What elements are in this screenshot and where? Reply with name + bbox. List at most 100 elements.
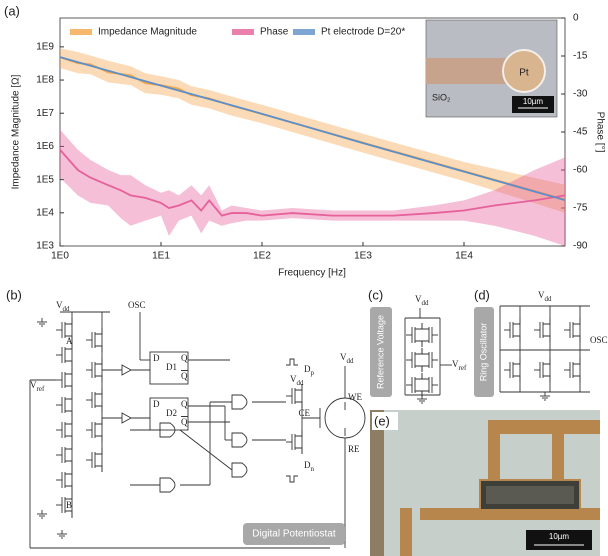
label-sub: ref bbox=[37, 385, 45, 393]
wire bbox=[65, 393, 73, 400]
label-main: V bbox=[30, 380, 37, 390]
label-sub: dd bbox=[422, 299, 430, 307]
panel-label: (b) bbox=[6, 287, 22, 302]
wire bbox=[95, 465, 103, 472]
wire bbox=[65, 368, 73, 375]
wire bbox=[65, 360, 73, 367]
wire bbox=[543, 358, 551, 365]
wire bbox=[65, 418, 73, 425]
inverter bbox=[121, 412, 132, 424]
label-box bbox=[474, 307, 494, 397]
y2-tick-label: -90 bbox=[573, 241, 588, 252]
wire bbox=[65, 460, 73, 467]
wire bbox=[543, 375, 551, 382]
label-main: V bbox=[452, 359, 459, 369]
gate bbox=[159, 422, 176, 438]
wire bbox=[513, 375, 521, 382]
wire bbox=[286, 475, 298, 483]
wire bbox=[65, 435, 73, 442]
schematic-label: Vdd bbox=[415, 294, 429, 307]
micrograph: (e) 10µm bbox=[370, 410, 600, 556]
schematic-label: D bbox=[153, 353, 160, 363]
wire bbox=[65, 443, 73, 450]
schematic-label: Dp bbox=[304, 364, 315, 377]
y2-tick-label: -45 bbox=[573, 127, 588, 138]
wire bbox=[295, 430, 303, 437]
label-sub: dd bbox=[545, 295, 553, 303]
x-tick-label: 1E3 bbox=[354, 251, 372, 262]
wire bbox=[573, 318, 581, 325]
wire bbox=[421, 340, 429, 347]
y-tick-label: 1E4 bbox=[36, 207, 54, 218]
label-sub: n bbox=[311, 465, 315, 473]
wire bbox=[65, 493, 73, 500]
y-tick-label: 1E8 bbox=[36, 75, 54, 86]
panel-label: (e) bbox=[374, 413, 390, 428]
wire bbox=[543, 318, 551, 325]
schematic-label: Vdd bbox=[340, 352, 354, 365]
scale-bar-label: 10µm bbox=[549, 532, 570, 541]
x-tick-label: 1E0 bbox=[51, 251, 69, 262]
schematic-label: Vref bbox=[452, 359, 467, 372]
schematic-label: Vdd bbox=[56, 300, 70, 313]
panel-label: (c) bbox=[368, 287, 383, 302]
wire bbox=[95, 345, 103, 352]
wire bbox=[65, 318, 73, 325]
schematic-label: Vdd bbox=[538, 290, 552, 303]
wire bbox=[65, 385, 73, 392]
schematic-label: CE bbox=[298, 408, 310, 418]
wire bbox=[95, 418, 103, 425]
label-sub: ref bbox=[459, 364, 467, 372]
wire bbox=[573, 335, 581, 342]
wire bbox=[513, 358, 521, 365]
label-main: V bbox=[56, 300, 63, 310]
wire bbox=[95, 435, 103, 442]
wire bbox=[415, 340, 423, 347]
schematic-label: WE bbox=[348, 392, 362, 402]
schematic-label: D bbox=[153, 399, 160, 409]
wire bbox=[295, 447, 303, 454]
x-tick-label: 1E4 bbox=[455, 251, 473, 262]
legend-label: Pt electrode D=20* bbox=[321, 27, 405, 38]
schematic-label: Vdd bbox=[290, 374, 304, 387]
schematic-label: Q bbox=[181, 371, 188, 381]
scale-bar-label: 10µm bbox=[523, 97, 544, 106]
label-sub: dd bbox=[347, 357, 355, 365]
wire bbox=[95, 405, 103, 412]
plot-area: 1E0 1E1 1E2 1E3 1E4 1E3 1E4 1E5 1E6 1E7 1E8 1E9 0 -15… bbox=[36, 13, 588, 262]
label-box bbox=[243, 523, 345, 545]
wire bbox=[573, 375, 581, 382]
panel-title: Digital Potentiostat bbox=[252, 529, 336, 540]
schematic-label: B bbox=[66, 500, 72, 510]
schematic-label: Q bbox=[181, 399, 188, 409]
schematic-label: Vref bbox=[30, 380, 45, 393]
y-tick-label: 1E3 bbox=[36, 241, 54, 252]
inset-label: SiO₂ bbox=[432, 92, 451, 102]
wire bbox=[286, 358, 298, 366]
schematic-label: A bbox=[66, 336, 73, 346]
wire bbox=[421, 390, 429, 397]
label-main: D bbox=[304, 460, 311, 470]
inset-image: Pt SiO₂ 10µm bbox=[425, 19, 558, 118]
schematic-label: Q bbox=[181, 417, 188, 427]
gate bbox=[159, 477, 176, 493]
label-main: V bbox=[290, 374, 297, 384]
y-tick-label: 1E9 bbox=[36, 41, 54, 52]
gate bbox=[231, 394, 248, 410]
legend-label: Impedance Magnitude bbox=[98, 27, 197, 38]
inverter bbox=[121, 364, 132, 376]
gate bbox=[231, 432, 248, 448]
confidence-band bbox=[60, 129, 565, 246]
wire bbox=[421, 348, 429, 355]
schematic-label: D1 bbox=[166, 362, 177, 372]
label-sub: dd bbox=[63, 305, 71, 313]
wire bbox=[95, 328, 103, 335]
wire bbox=[65, 485, 73, 492]
y2-tick-label: -30 bbox=[573, 89, 588, 100]
schematic-label: Q bbox=[181, 353, 188, 363]
y2-axis-title: Phase [°] bbox=[594, 112, 605, 153]
panel-title: Reference Voltage bbox=[375, 315, 385, 389]
wire bbox=[415, 348, 423, 355]
schematic-label: Dn bbox=[304, 460, 315, 473]
